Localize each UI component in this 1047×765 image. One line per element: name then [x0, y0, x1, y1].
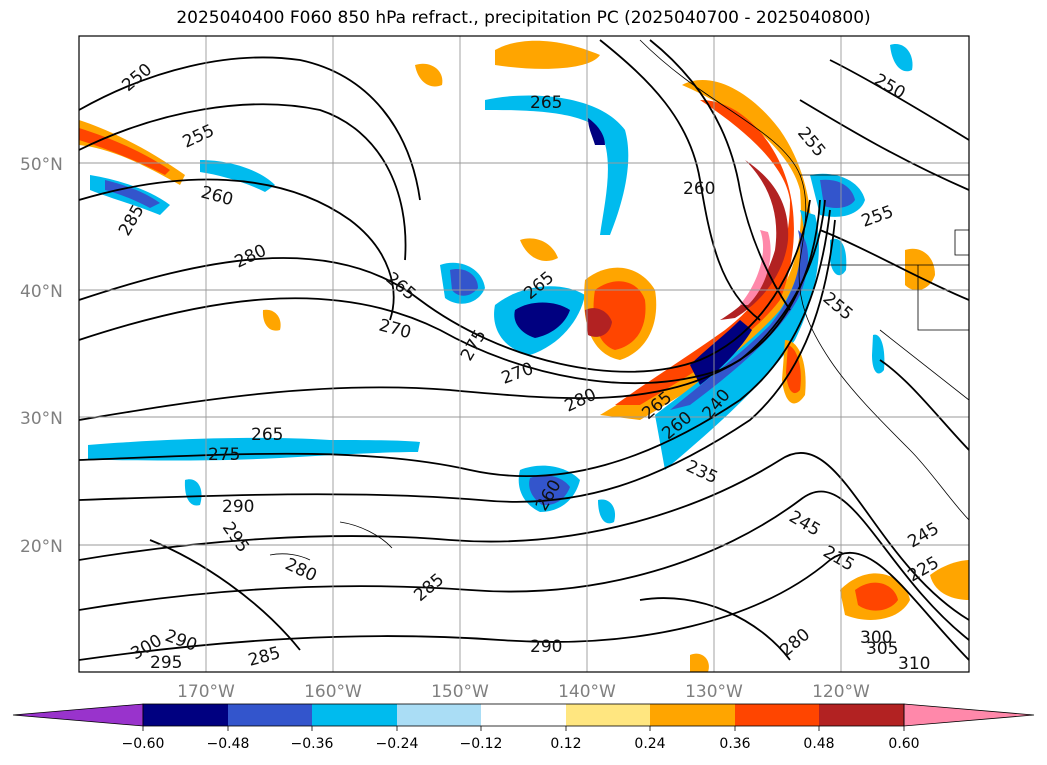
coastlines	[269, 39, 969, 561]
colorbar-segment	[566, 704, 650, 726]
shade-se-orange2	[930, 560, 969, 600]
lat-label-40n: 40°N	[20, 282, 63, 302]
contour-label: 265	[251, 425, 283, 445]
contour-line	[79, 199, 811, 373]
map-title: 2025040400 F060 850 hPa refract., precip…	[176, 8, 871, 28]
colorbar-tick-label: 0.12	[550, 736, 581, 752]
lon-label-160w: 160°W	[304, 682, 362, 702]
shade-se-red	[855, 582, 898, 611]
contour-line	[79, 490, 969, 641]
graticule	[79, 36, 969, 672]
shade-front-blue	[655, 210, 819, 470]
shade-mid-navy	[514, 302, 570, 338]
colorbar-segment	[735, 704, 819, 726]
contour-label: 290	[530, 637, 562, 657]
colorbar-tick-label: −0.24	[376, 736, 419, 752]
contour-label: 300	[860, 628, 892, 648]
colorbar-segment	[481, 704, 566, 726]
contour-line	[639, 597, 791, 661]
colorbar-extend-high	[903, 703, 1035, 727]
colorbar-segment	[397, 704, 481, 726]
colorbar-tick-label: 0.24	[634, 736, 665, 752]
colorbar-tick-label: −0.12	[460, 736, 503, 752]
contour-line	[79, 219, 836, 503]
contour-line	[79, 178, 395, 321]
contour-label: 305	[866, 639, 898, 659]
shade-north-arc-navy	[588, 118, 605, 145]
lon-label-140w: 140°W	[558, 682, 616, 702]
contour-line	[79, 552, 969, 661]
contour-label: 290	[222, 497, 254, 517]
colorbar-segment	[143, 704, 228, 726]
shade-spot-5	[450, 269, 478, 296]
shade-spot-2	[520, 238, 558, 261]
lat-label-50n: 50°N	[20, 155, 63, 175]
contour-label: 310	[898, 654, 930, 674]
lon-label-130w: 130°W	[685, 682, 743, 702]
lon-label-120w: 120°W	[812, 682, 870, 702]
shade-land-orange2	[905, 248, 935, 291]
contour-label: 275	[208, 445, 240, 465]
contour-line	[799, 99, 969, 191]
map-panel: 250 255 260 265 265 280 285 260 270 275 …	[78, 35, 970, 674]
contour-line	[79, 199, 821, 384]
colorbar-tick-label: −0.36	[291, 736, 334, 752]
lon-label-170w: 170°W	[177, 682, 235, 702]
lat-label-20n: 20°N	[20, 537, 63, 557]
contour-line	[149, 539, 301, 651]
shade-north-arc	[485, 95, 629, 235]
contour-line	[79, 209, 831, 478]
contour-line	[649, 39, 791, 311]
contour-label: 295	[150, 653, 182, 673]
colorbar-segment	[819, 704, 904, 726]
shade-land-blue3	[872, 334, 885, 374]
shade-spot-6	[690, 653, 709, 672]
shade-mid-darkred	[585, 308, 612, 337]
colorbar-tick-label: 0.60	[888, 736, 919, 752]
shade-spot-7	[598, 499, 616, 524]
colorbar-segment	[228, 704, 312, 726]
contour-line	[599, 39, 761, 321]
contour-line	[79, 103, 407, 261]
shade-spot-3	[262, 309, 281, 331]
colorbar-frame	[142, 703, 905, 727]
contour-label: 260	[683, 179, 715, 199]
shade-spot-8	[184, 479, 202, 506]
lon-label-150w: 150°W	[431, 682, 489, 702]
colorbar-tick-label: 0.48	[803, 736, 834, 752]
colorbar-segment	[312, 704, 397, 726]
contour-line	[79, 56, 421, 201]
colorbar-extend-low	[12, 703, 144, 727]
contour-line	[879, 359, 969, 451]
precip-shading	[79, 40, 969, 672]
shade-subtrop-blue	[88, 437, 420, 461]
contour-line	[829, 59, 969, 141]
shade-land-red1	[786, 345, 801, 394]
shade-front-navy	[690, 320, 752, 385]
shade-land-medblue	[820, 179, 855, 208]
longitude-labels: 170°W 160°W 150°W 140°W 130°W 120°W	[177, 682, 870, 702]
shade-subtrop-medblue	[529, 475, 570, 506]
colorbar-tick-label: 0.36	[719, 736, 750, 752]
colorbar-tick-label: −0.48	[207, 736, 250, 752]
shade-nw-medblue	[105, 180, 160, 208]
shade-north-orange	[495, 40, 600, 69]
colorbar-segment	[650, 704, 735, 726]
contour-line	[79, 452, 969, 621]
colorbar: −0.60 −0.48 −0.36 −0.24 −0.12 0.12 0.24 …	[12, 703, 1035, 752]
shade-land-blue2	[830, 238, 847, 276]
shade-spot-1	[415, 63, 443, 87]
refractivity-contours	[79, 39, 969, 661]
contour-label: 265	[530, 93, 562, 113]
colorbar-ticks	[142, 726, 905, 731]
latitude-labels: 50°N 40°N 30°N 20°N	[20, 155, 63, 557]
colorbar-tick-label: −0.60	[122, 736, 165, 752]
shade-nw-cyan	[890, 44, 913, 72]
lat-label-30n: 30°N	[20, 409, 63, 429]
map-frame	[78, 35, 970, 673]
